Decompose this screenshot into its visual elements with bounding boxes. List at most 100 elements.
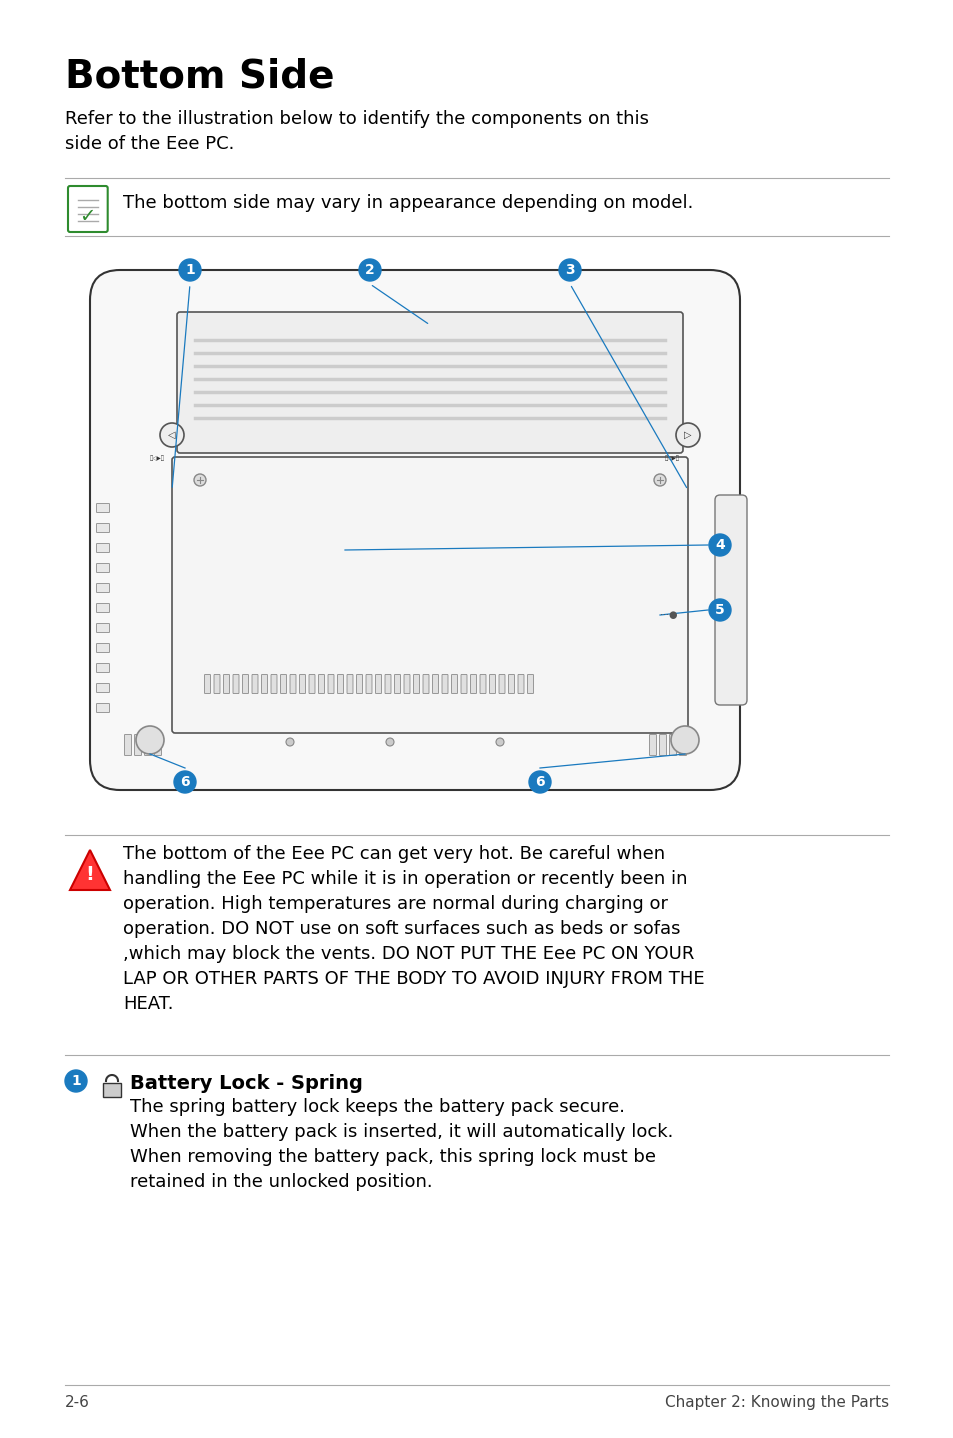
Circle shape (676, 423, 700, 447)
Text: 3: 3 (564, 263, 575, 278)
FancyBboxPatch shape (96, 584, 110, 592)
Text: 2-6: 2-6 (65, 1395, 90, 1411)
Circle shape (496, 738, 503, 746)
FancyBboxPatch shape (96, 663, 110, 673)
Text: ◁: ◁ (168, 430, 175, 440)
Text: ⬛◁▶🔒: ⬛◁▶🔒 (664, 454, 679, 460)
Circle shape (708, 533, 730, 557)
FancyBboxPatch shape (649, 735, 656, 755)
FancyBboxPatch shape (413, 674, 419, 693)
Text: Chapter 2: Knowing the Parts: Chapter 2: Knowing the Parts (664, 1395, 888, 1411)
FancyBboxPatch shape (90, 270, 740, 789)
Text: 6: 6 (180, 775, 190, 789)
Text: The bottom of the Eee PC can get very hot. Be careful when
handling the Eee PC w: The bottom of the Eee PC can get very ho… (123, 846, 704, 1012)
FancyBboxPatch shape (233, 674, 239, 693)
FancyBboxPatch shape (432, 674, 438, 693)
FancyBboxPatch shape (347, 674, 353, 693)
Text: 6: 6 (535, 775, 544, 789)
Circle shape (358, 259, 380, 280)
FancyBboxPatch shape (96, 564, 110, 572)
FancyBboxPatch shape (489, 674, 495, 693)
Circle shape (670, 726, 699, 754)
Text: ···●: ···● (659, 610, 677, 620)
Text: 1: 1 (185, 263, 194, 278)
FancyBboxPatch shape (172, 457, 687, 733)
Circle shape (386, 738, 394, 746)
Circle shape (193, 475, 206, 486)
FancyBboxPatch shape (223, 674, 230, 693)
FancyBboxPatch shape (96, 523, 110, 532)
FancyBboxPatch shape (441, 674, 448, 693)
FancyBboxPatch shape (96, 503, 110, 512)
FancyBboxPatch shape (470, 674, 476, 693)
FancyBboxPatch shape (96, 604, 110, 613)
Text: 5: 5 (715, 603, 724, 617)
Text: The spring battery lock keeps the battery pack secure.
When the battery pack is : The spring battery lock keeps the batter… (130, 1099, 673, 1191)
FancyBboxPatch shape (144, 735, 152, 755)
FancyBboxPatch shape (356, 674, 362, 693)
FancyBboxPatch shape (679, 735, 686, 755)
FancyBboxPatch shape (451, 674, 457, 693)
Text: The bottom side may vary in appearance depending on model.: The bottom side may vary in appearance d… (123, 194, 693, 211)
FancyBboxPatch shape (177, 312, 682, 453)
Text: ⬛◁▶🔒: ⬛◁▶🔒 (150, 454, 165, 460)
FancyBboxPatch shape (403, 674, 410, 693)
FancyBboxPatch shape (271, 674, 276, 693)
Circle shape (286, 738, 294, 746)
FancyBboxPatch shape (96, 703, 110, 712)
Circle shape (558, 259, 580, 280)
FancyBboxPatch shape (96, 624, 110, 633)
FancyBboxPatch shape (366, 674, 372, 693)
FancyBboxPatch shape (252, 674, 257, 693)
FancyBboxPatch shape (422, 674, 429, 693)
FancyBboxPatch shape (96, 643, 110, 653)
FancyBboxPatch shape (134, 735, 141, 755)
Text: !: ! (86, 866, 94, 884)
FancyBboxPatch shape (385, 674, 391, 693)
FancyBboxPatch shape (261, 674, 267, 693)
Text: Battery Lock - Spring: Battery Lock - Spring (130, 1074, 362, 1093)
Circle shape (173, 771, 195, 792)
FancyBboxPatch shape (96, 544, 110, 552)
Circle shape (160, 423, 184, 447)
FancyBboxPatch shape (68, 186, 108, 232)
FancyBboxPatch shape (318, 674, 324, 693)
Text: 2: 2 (365, 263, 375, 278)
FancyBboxPatch shape (337, 674, 343, 693)
Polygon shape (70, 850, 110, 890)
FancyBboxPatch shape (460, 674, 467, 693)
Bar (103, 1083, 121, 1097)
FancyBboxPatch shape (669, 735, 676, 755)
Circle shape (136, 726, 164, 754)
Circle shape (708, 600, 730, 621)
FancyBboxPatch shape (517, 674, 523, 693)
FancyBboxPatch shape (375, 674, 381, 693)
FancyBboxPatch shape (309, 674, 314, 693)
Circle shape (529, 771, 551, 792)
FancyBboxPatch shape (659, 735, 666, 755)
FancyBboxPatch shape (328, 674, 334, 693)
FancyBboxPatch shape (508, 674, 514, 693)
Circle shape (179, 259, 201, 280)
Text: ▷: ▷ (683, 430, 691, 440)
FancyBboxPatch shape (154, 735, 161, 755)
FancyBboxPatch shape (125, 735, 132, 755)
FancyBboxPatch shape (242, 674, 248, 693)
FancyBboxPatch shape (395, 674, 400, 693)
Text: Bottom Side: Bottom Side (65, 58, 335, 96)
FancyBboxPatch shape (479, 674, 485, 693)
Text: 1: 1 (71, 1074, 81, 1089)
FancyBboxPatch shape (213, 674, 220, 693)
FancyBboxPatch shape (96, 683, 110, 693)
FancyBboxPatch shape (299, 674, 305, 693)
FancyBboxPatch shape (498, 674, 504, 693)
Text: Refer to the illustration below to identify the components on this
side of the E: Refer to the illustration below to ident… (65, 109, 648, 152)
FancyBboxPatch shape (527, 674, 533, 693)
Text: 4: 4 (715, 538, 724, 552)
FancyBboxPatch shape (280, 674, 286, 693)
Circle shape (65, 1070, 87, 1091)
FancyBboxPatch shape (714, 495, 746, 705)
Circle shape (654, 475, 665, 486)
Text: ✓: ✓ (78, 207, 95, 226)
FancyBboxPatch shape (290, 674, 295, 693)
